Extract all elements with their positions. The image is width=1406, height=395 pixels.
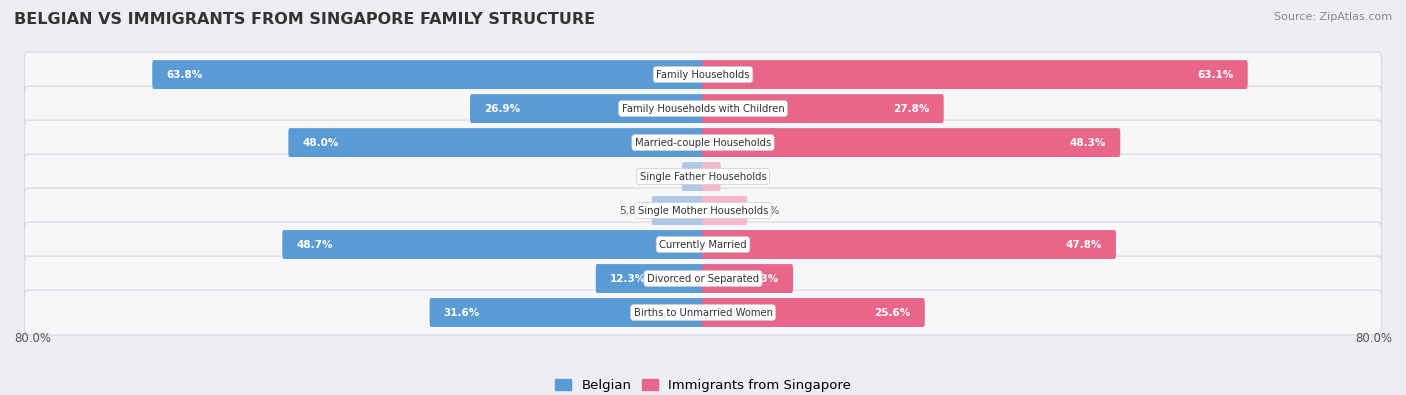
Text: 80.0%: 80.0% — [1355, 331, 1392, 344]
Text: 5.8%: 5.8% — [620, 205, 647, 216]
FancyBboxPatch shape — [288, 128, 704, 157]
Text: 27.8%: 27.8% — [893, 103, 929, 114]
Text: 5.0%: 5.0% — [754, 205, 779, 216]
Text: Births to Unmarried Women: Births to Unmarried Women — [634, 308, 772, 318]
FancyBboxPatch shape — [283, 230, 704, 259]
Text: Single Father Households: Single Father Households — [640, 171, 766, 182]
Text: Single Mother Households: Single Mother Households — [638, 205, 768, 216]
Text: BELGIAN VS IMMIGRANTS FROM SINGAPORE FAMILY STRUCTURE: BELGIAN VS IMMIGRANTS FROM SINGAPORE FAM… — [14, 12, 595, 27]
Text: 63.1%: 63.1% — [1198, 70, 1233, 79]
Text: 31.6%: 31.6% — [444, 308, 479, 318]
FancyBboxPatch shape — [702, 196, 748, 225]
Text: 12.3%: 12.3% — [610, 273, 647, 284]
Text: Currently Married: Currently Married — [659, 239, 747, 250]
FancyBboxPatch shape — [702, 298, 925, 327]
FancyBboxPatch shape — [24, 222, 1382, 267]
FancyBboxPatch shape — [24, 154, 1382, 199]
FancyBboxPatch shape — [24, 86, 1382, 131]
FancyBboxPatch shape — [24, 120, 1382, 165]
Text: Source: ZipAtlas.com: Source: ZipAtlas.com — [1274, 12, 1392, 22]
FancyBboxPatch shape — [702, 162, 721, 191]
Text: 26.9%: 26.9% — [484, 103, 520, 114]
FancyBboxPatch shape — [702, 94, 943, 123]
Text: 63.8%: 63.8% — [166, 70, 202, 79]
FancyBboxPatch shape — [152, 60, 704, 89]
Text: Married-couple Households: Married-couple Households — [636, 137, 770, 148]
Text: 10.3%: 10.3% — [742, 273, 779, 284]
Text: 25.6%: 25.6% — [875, 308, 911, 318]
FancyBboxPatch shape — [24, 290, 1382, 335]
FancyBboxPatch shape — [24, 256, 1382, 301]
Text: 1.9%: 1.9% — [727, 171, 752, 182]
FancyBboxPatch shape — [430, 298, 704, 327]
Text: 48.0%: 48.0% — [302, 137, 339, 148]
FancyBboxPatch shape — [702, 230, 1116, 259]
Legend: Belgian, Immigrants from Singapore: Belgian, Immigrants from Singapore — [550, 374, 856, 395]
FancyBboxPatch shape — [652, 196, 704, 225]
FancyBboxPatch shape — [596, 264, 704, 293]
FancyBboxPatch shape — [470, 94, 704, 123]
FancyBboxPatch shape — [682, 162, 704, 191]
FancyBboxPatch shape — [702, 60, 1247, 89]
FancyBboxPatch shape — [702, 128, 1121, 157]
Text: Family Households with Children: Family Households with Children — [621, 103, 785, 114]
Text: 48.3%: 48.3% — [1070, 137, 1107, 148]
FancyBboxPatch shape — [24, 188, 1382, 233]
Text: 2.3%: 2.3% — [650, 171, 676, 182]
Text: 48.7%: 48.7% — [297, 239, 333, 250]
Text: Divorced or Separated: Divorced or Separated — [647, 273, 759, 284]
FancyBboxPatch shape — [702, 264, 793, 293]
Text: 47.8%: 47.8% — [1066, 239, 1102, 250]
Text: 80.0%: 80.0% — [14, 331, 51, 344]
FancyBboxPatch shape — [24, 52, 1382, 97]
Text: Family Households: Family Households — [657, 70, 749, 79]
